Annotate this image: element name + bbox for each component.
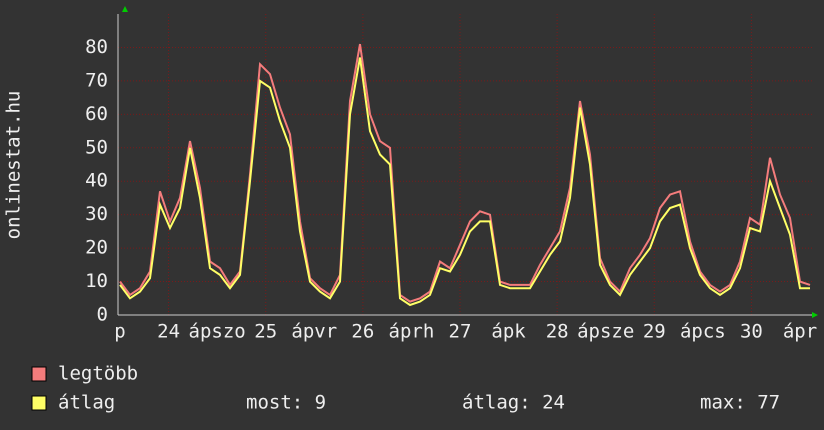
x-tick-label: 26	[351, 321, 374, 343]
y-tick-label: 70	[85, 69, 108, 91]
series-line	[119, 57, 810, 307]
stat: átlag: 24	[462, 392, 565, 414]
x-tick-label: 25	[254, 321, 277, 343]
x-tick-label: ápsze	[577, 321, 634, 343]
y-axis-label: onlinestat.hu	[3, 91, 25, 240]
y-tick-label: 50	[85, 136, 108, 158]
x-tick-label: ápr	[783, 321, 817, 343]
x-tick-label: 29	[643, 321, 666, 343]
x-tick-label: ápk	[491, 321, 526, 343]
x-tick-label: ápcs	[680, 321, 726, 343]
legend-label: átlag	[58, 392, 115, 414]
y-tick-label: 10	[85, 270, 108, 292]
x-tick-label: áprh	[389, 321, 435, 343]
y-tick-label: 20	[85, 237, 108, 259]
x-tick-label: ápszo	[189, 321, 246, 343]
legend-swatch	[31, 366, 47, 382]
x-tick-label: ápvr	[291, 321, 337, 343]
x-arrow	[812, 312, 818, 318]
x-tick-label: 27	[449, 321, 472, 343]
x-tick-label: 24	[157, 321, 180, 343]
y-tick-label: 30	[85, 203, 108, 225]
y-tick-label: 60	[85, 103, 108, 125]
x-tick-label: 28	[546, 321, 569, 343]
series-line	[119, 43, 811, 303]
x-tick-label: p	[114, 321, 125, 343]
y-tick-label: 40	[85, 170, 108, 192]
stat: max: 77	[700, 392, 780, 414]
y-tick-label: 0	[97, 304, 108, 326]
stat: most: 9	[246, 392, 326, 414]
y-tick-label: 80	[85, 36, 108, 58]
legend-label: legtöbb	[58, 363, 138, 385]
y-arrow	[122, 6, 128, 12]
legend-swatch	[31, 395, 47, 411]
x-tick-label: 30	[740, 321, 763, 343]
